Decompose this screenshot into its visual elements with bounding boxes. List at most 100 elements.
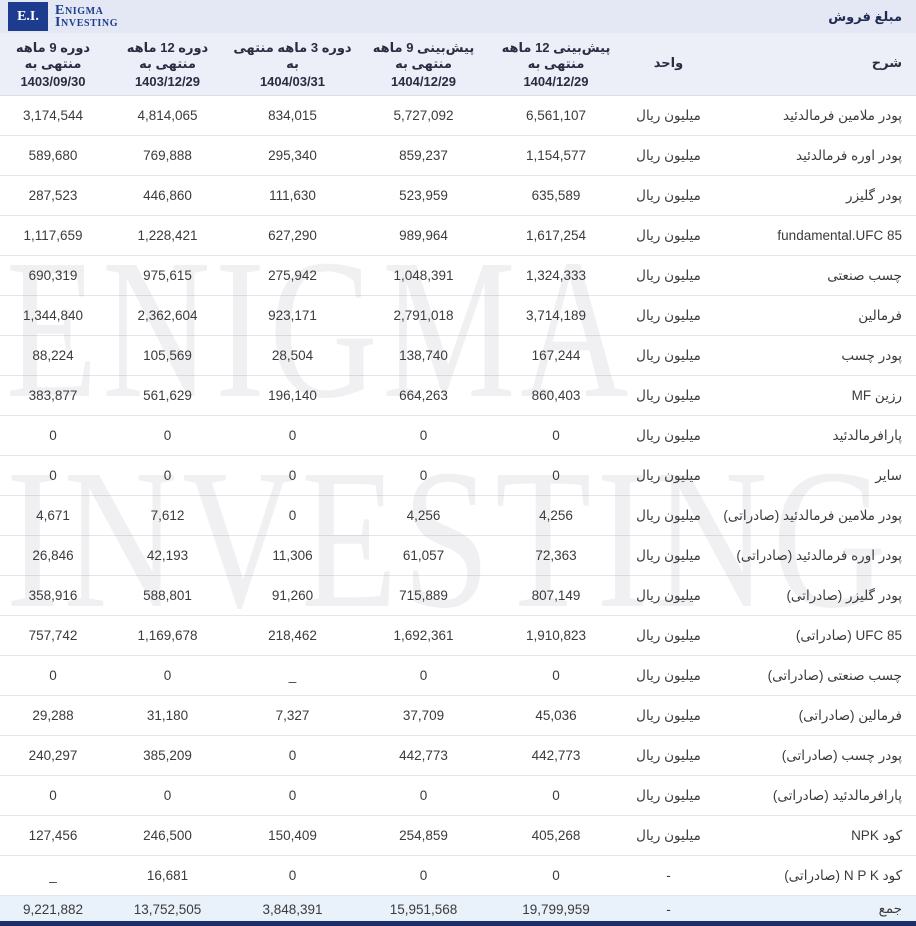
table-row: پودر اوره فرمالدئید (صادراتی) میلیون ریا… — [0, 535, 916, 576]
row-value-forecast-12m: 72,363 — [491, 535, 621, 576]
row-value-period-12m: 105,569 — [106, 335, 229, 376]
total-value-period-3m: 3,848,391 — [229, 895, 356, 922]
col-header-date: 1403/12/29 — [134, 73, 201, 89]
row-value-forecast-12m: 635,589 — [491, 175, 621, 216]
table-row: کود N P K (صادراتی) - 0 0 0 16,681 _ — [0, 855, 916, 896]
row-description: کود N P K (صادراتی) — [716, 855, 916, 896]
row-value-period-12m: 975,615 — [106, 255, 229, 296]
row-value-period-12m: 561,629 — [106, 375, 229, 416]
row-value-forecast-12m: 45,036 — [491, 695, 621, 736]
row-description: پودر ملامین فرمالدئید (صادراتی) — [716, 495, 916, 536]
row-value-forecast-12m: 1,154,577 — [491, 135, 621, 176]
row-value-period-3m: 11,306 — [229, 535, 356, 576]
row-value-forecast-12m: 860,403 — [491, 375, 621, 416]
row-description: پودر گلیزر (صادراتی) — [716, 575, 916, 616]
row-value-period-3m: 0 — [229, 455, 356, 496]
row-value-period-3m: 7,327 — [229, 695, 356, 736]
row-value-forecast-9m: 715,889 — [356, 575, 491, 616]
row-value-forecast-12m: 807,149 — [491, 575, 621, 616]
page-title: مبلغ فروش — [828, 8, 902, 24]
row-value-forecast-9m: 664,263 — [356, 375, 491, 416]
col-header-period-3m: دوره 3 ماهه منتهی به 1404/03/31 — [229, 33, 356, 96]
row-value-forecast-12m: 0 — [491, 855, 621, 896]
row-value-period-12m: 16,681 — [106, 855, 229, 896]
table-row: پودر اوره فرمالدئید میلیون ریال 1,154,57… — [0, 135, 916, 176]
row-description: کود NPK — [716, 815, 916, 856]
row-unit: میلیون ریال — [621, 215, 716, 256]
row-value-period-3m: 0 — [229, 415, 356, 456]
col-header-label: دوره 9 ماهه منتهی به — [15, 39, 91, 71]
row-value-period-3m: 0 — [229, 495, 356, 536]
row-value-forecast-12m: 1,617,254 — [491, 215, 621, 256]
table-row: پارافرمالدئید میلیون ریال 0 0 0 0 0 — [0, 415, 916, 456]
col-header-period-9m: دوره 9 ماهه منتهی به 1403/09/30 — [0, 33, 106, 96]
row-value-period-12m: 588,801 — [106, 575, 229, 616]
row-value-period-3m: 196,140 — [229, 375, 356, 416]
row-value-period-3m: 834,015 — [229, 95, 356, 136]
bottom-strip — [0, 921, 916, 926]
row-description: پودر اوره فرمالدئید (صادراتی) — [716, 535, 916, 576]
row-value-period-3m: 0 — [229, 855, 356, 896]
brand-name-line1: Enigma — [55, 2, 104, 18]
row-value-period-12m: 4,814,065 — [106, 95, 229, 136]
row-value-period-3m: 150,409 — [229, 815, 356, 856]
col-header-label: پیش‌بینی 9 ماهه منتهی به — [372, 39, 475, 71]
row-value-period-12m: 0 — [106, 415, 229, 456]
table-row: پودر چسب (صادراتی) میلیون ریال 442,773 4… — [0, 735, 916, 776]
row-value-forecast-9m: 5,727,092 — [356, 95, 491, 136]
row-value-forecast-12m: 0 — [491, 415, 621, 456]
total-label: جمع — [716, 895, 916, 922]
row-description: UFC 85 (صادراتی) — [716, 615, 916, 656]
row-value-period-9m: 0 — [0, 455, 106, 496]
table-footer: جمع - 19,799,959 15,951,568 3,848,391 13… — [0, 895, 916, 922]
row-value-period-3m: 218,462 — [229, 615, 356, 656]
table-row: فرمالین میلیون ریال 3,714,189 2,791,018 … — [0, 295, 916, 336]
row-value-period-12m: 31,180 — [106, 695, 229, 736]
row-value-period-9m: 240,297 — [0, 735, 106, 776]
top-bar: E.I. Enigma Investing مبلغ فروش — [0, 0, 916, 33]
row-value-period-9m: 1,117,659 — [0, 215, 106, 256]
total-value-forecast-9m: 15,951,568 — [356, 895, 491, 922]
row-value-forecast-9m: 138,740 — [356, 335, 491, 376]
row-value-forecast-12m: 0 — [491, 775, 621, 816]
row-value-forecast-9m: 254,859 — [356, 815, 491, 856]
row-value-forecast-12m: 167,244 — [491, 335, 621, 376]
row-value-forecast-9m: 2,791,018 — [356, 295, 491, 336]
row-unit: میلیون ریال — [621, 815, 716, 856]
row-value-period-9m: 690,319 — [0, 255, 106, 296]
row-value-forecast-9m: 37,709 — [356, 695, 491, 736]
table-row: پودر ملامین فرمالدئید میلیون ریال 6,561,… — [0, 95, 916, 136]
table-body: پودر ملامین فرمالدئید میلیون ریال 6,561,… — [0, 95, 916, 896]
row-description: پودر چسب — [716, 335, 916, 376]
row-description: پودر چسب (صادراتی) — [716, 735, 916, 776]
row-description: سایر — [716, 455, 916, 496]
table-row: پودر گلیزر میلیون ریال 635,589 523,959 1… — [0, 175, 916, 216]
row-value-forecast-12m: 442,773 — [491, 735, 621, 776]
table-row: فرمالین (صادراتی) میلیون ریال 45,036 37,… — [0, 695, 916, 736]
row-description: پارافرمالدئید — [716, 415, 916, 456]
row-description: فرمالین (صادراتی) — [716, 695, 916, 736]
sales-table: شرح واحد پیش‌بینی 12 ماهه منتهی به 1404/… — [0, 33, 916, 922]
table-row: چسب صنعتی میلیون ریال 1,324,333 1,048,39… — [0, 255, 916, 296]
row-unit: میلیون ریال — [621, 255, 716, 296]
table-row: کود NPK میلیون ریال 405,268 254,859 150,… — [0, 815, 916, 856]
row-unit: - — [621, 855, 716, 896]
row-value-period-9m: 589,680 — [0, 135, 106, 176]
row-value-period-9m: 29,288 — [0, 695, 106, 736]
brand-logo[interactable]: E.I. Enigma Investing — [8, 2, 118, 31]
col-header-label: دوره 12 ماهه منتهی به — [126, 39, 209, 71]
row-unit: میلیون ریال — [621, 495, 716, 536]
row-unit: میلیون ریال — [621, 135, 716, 176]
row-value-period-12m: 42,193 — [106, 535, 229, 576]
row-value-forecast-9m: 1,048,391 — [356, 255, 491, 296]
row-value-forecast-9m: 61,057 — [356, 535, 491, 576]
row-unit: میلیون ریال — [621, 335, 716, 376]
total-value-period-9m: 9,221,882 — [0, 895, 106, 922]
table-row: پارافرمالدئید (صادراتی) میلیون ریال 0 0 … — [0, 775, 916, 816]
row-value-period-12m: 446,860 — [106, 175, 229, 216]
row-value-forecast-9m: 0 — [356, 855, 491, 896]
row-value-forecast-9m: 0 — [356, 775, 491, 816]
row-value-period-12m: 0 — [106, 455, 229, 496]
table-header: شرح واحد پیش‌بینی 12 ماهه منتهی به 1404/… — [0, 33, 916, 96]
row-value-period-9m: 4,671 — [0, 495, 106, 536]
